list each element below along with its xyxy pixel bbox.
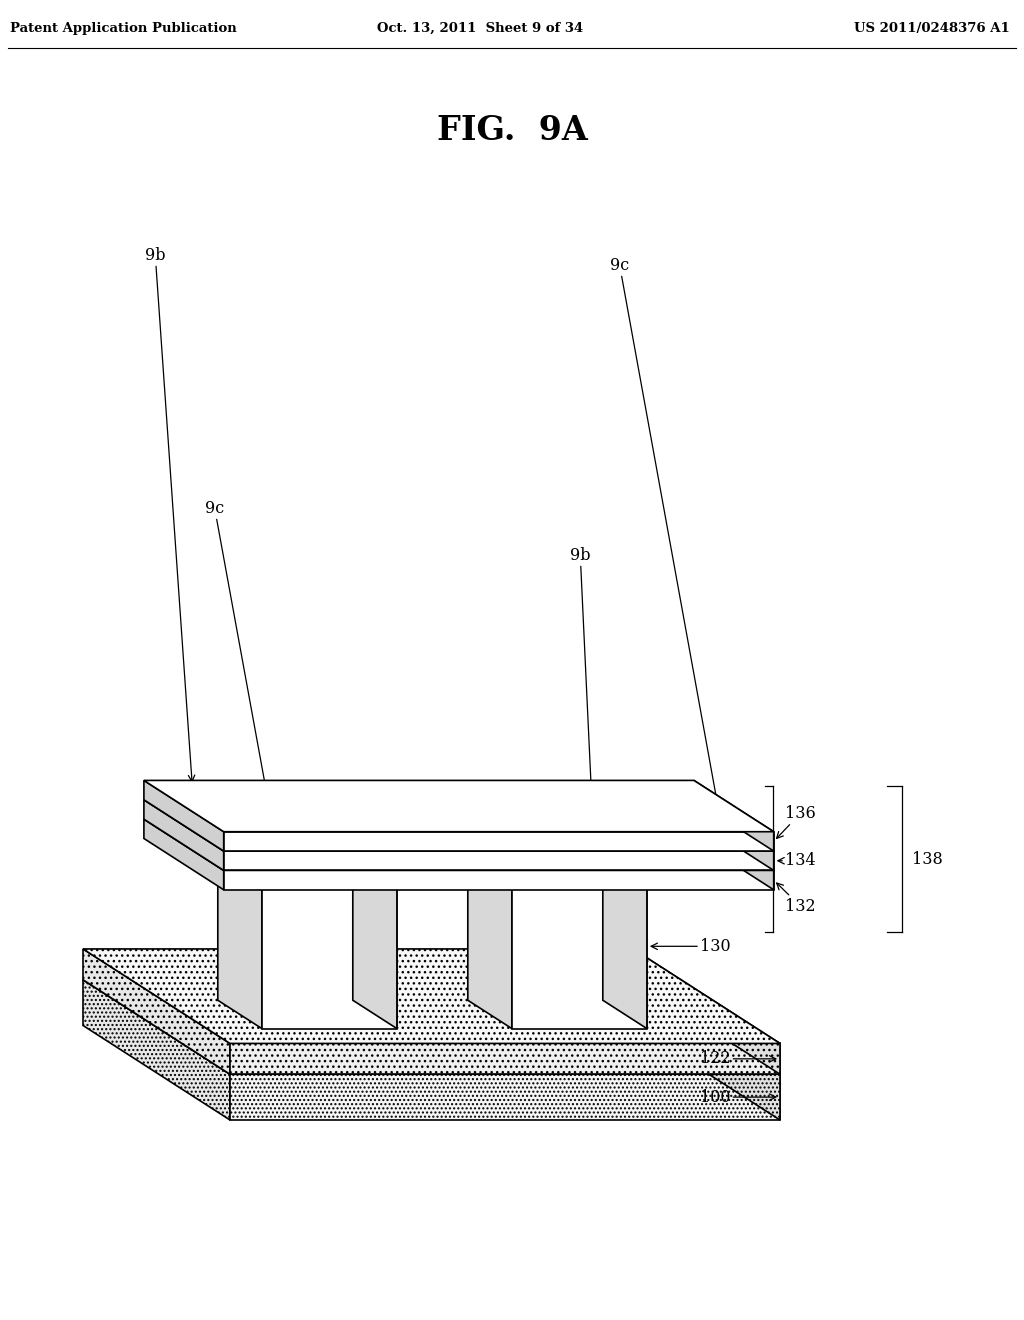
Polygon shape: [144, 800, 774, 851]
Polygon shape: [223, 870, 774, 890]
Polygon shape: [603, 850, 647, 1028]
Text: 9c: 9c: [205, 499, 285, 882]
Polygon shape: [144, 820, 774, 870]
Polygon shape: [83, 979, 780, 1074]
Polygon shape: [83, 979, 230, 1119]
Polygon shape: [633, 979, 780, 1119]
Polygon shape: [83, 949, 780, 1043]
Polygon shape: [144, 820, 223, 890]
Polygon shape: [144, 780, 223, 851]
Polygon shape: [694, 780, 774, 851]
Polygon shape: [694, 800, 774, 870]
Polygon shape: [694, 820, 774, 890]
Text: US 2011/0248376 A1: US 2011/0248376 A1: [854, 22, 1010, 36]
Polygon shape: [223, 851, 774, 870]
Polygon shape: [218, 850, 397, 879]
Text: 122: 122: [700, 1051, 776, 1068]
Polygon shape: [144, 780, 774, 832]
Text: 138: 138: [912, 851, 943, 867]
Polygon shape: [633, 949, 780, 1074]
Text: 136: 136: [776, 805, 816, 838]
Polygon shape: [512, 879, 647, 1028]
Polygon shape: [262, 879, 397, 1028]
Text: 134: 134: [778, 853, 816, 870]
Text: Patent Application Publication: Patent Application Publication: [10, 22, 237, 36]
Polygon shape: [218, 850, 262, 1028]
Text: 9b: 9b: [145, 247, 195, 781]
Text: 130: 130: [651, 937, 731, 954]
Polygon shape: [230, 1043, 780, 1074]
Text: 9c: 9c: [610, 256, 721, 812]
Polygon shape: [83, 949, 230, 1074]
Text: FIG.  9A: FIG. 9A: [436, 114, 588, 147]
Text: 9b: 9b: [570, 546, 599, 890]
Polygon shape: [468, 850, 647, 879]
Text: 132: 132: [776, 883, 816, 915]
Polygon shape: [223, 832, 774, 851]
Text: 100: 100: [700, 1089, 776, 1106]
Text: Oct. 13, 2011  Sheet 9 of 34: Oct. 13, 2011 Sheet 9 of 34: [377, 22, 583, 36]
Polygon shape: [230, 1074, 780, 1119]
Polygon shape: [468, 850, 512, 1028]
Polygon shape: [144, 800, 223, 870]
Polygon shape: [353, 850, 397, 1028]
